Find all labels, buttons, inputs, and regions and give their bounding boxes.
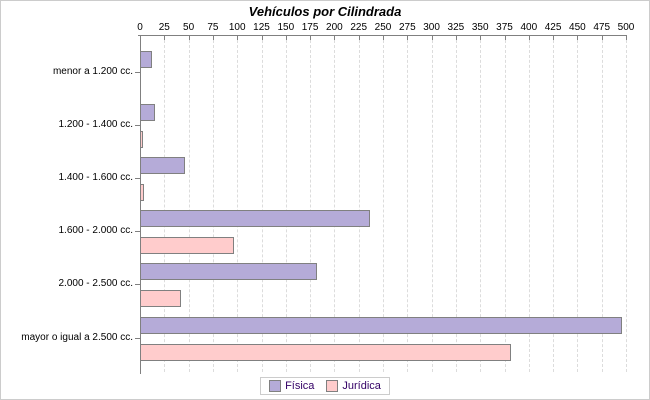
y-axis-tick (135, 337, 140, 339)
gridline (626, 35, 627, 372)
x-axis-line (138, 35, 626, 36)
bar-jurídica (140, 184, 144, 201)
y-axis-tick (135, 124, 140, 126)
gridline (553, 35, 555, 372)
gridline (577, 35, 579, 372)
category-label: menor a 1.200 cc. (52, 65, 133, 77)
x-axis-tick-label: 25 (158, 22, 170, 33)
x-axis-tick-label: 250 (374, 22, 392, 33)
gridline (285, 35, 287, 372)
x-axis-tick (553, 35, 555, 40)
x-axis-tick (626, 35, 627, 40)
bar-física (140, 316, 623, 334)
x-axis-tick-label: 150 (277, 22, 295, 33)
category-label: 2.000 - 2.500 cc. (58, 278, 134, 290)
x-axis-tick-label: 175 (301, 22, 319, 33)
gridline (480, 35, 482, 372)
bar-jurídica (140, 130, 143, 148)
bar-jurídica (140, 343, 512, 361)
x-axis-tick (431, 35, 433, 40)
x-axis-tick (480, 35, 482, 40)
gridline (528, 35, 530, 372)
x-axis-tick (358, 35, 360, 40)
x-axis-tick-label: 100 (228, 22, 246, 33)
x-axis-tick-label: 50 (183, 22, 195, 33)
x-axis-tick (383, 35, 384, 40)
bar-jurídica (140, 237, 235, 255)
y-axis-tick (135, 178, 140, 179)
bar-física (140, 103, 155, 121)
x-axis-tick-label: 125 (253, 22, 270, 33)
gridline (310, 35, 312, 372)
x-axis-tick (504, 35, 506, 40)
chart-title: Vehículos por Cilindrada (248, 4, 402, 19)
gridline (455, 35, 457, 372)
x-axis-tick-label: 475 (593, 22, 611, 33)
x-axis-tick-label: 200 (326, 22, 343, 33)
x-axis-tick (212, 35, 214, 40)
gridline (431, 35, 433, 372)
x-axis-tick-label: 450 (569, 22, 586, 33)
legend-label-juridica: Jurídica (342, 380, 381, 392)
x-axis-tick (237, 35, 239, 40)
x-axis-tick-label: 425 (544, 22, 562, 33)
category-label: 1.400 - 1.600 cc. (58, 172, 134, 183)
juridica-swatch (326, 380, 339, 392)
x-axis-tick (334, 35, 336, 40)
x-axis-tick-label: 0 (137, 22, 143, 33)
x-axis-tick-label: 400 (520, 22, 538, 33)
bar-física (140, 157, 185, 174)
x-axis-tick-label: 300 (423, 22, 440, 33)
legend-item-fisica: Física (269, 380, 314, 392)
x-axis-tick (285, 35, 287, 40)
y-axis-line (140, 35, 141, 374)
bar-física (140, 210, 371, 228)
bar-jurídica (140, 290, 181, 308)
x-axis-tick (455, 35, 457, 40)
x-axis-tick (528, 35, 530, 40)
x-axis-tick-label: 325 (447, 22, 465, 33)
bar-física (140, 263, 317, 281)
bar-física (140, 50, 152, 68)
y-axis-tick (135, 231, 140, 233)
gridline (334, 35, 336, 372)
category-label: 1.600 - 2.000 cc. (58, 225, 134, 237)
gridline (212, 35, 214, 372)
gridline (358, 35, 360, 372)
x-axis-tick-label: 75 (207, 22, 219, 33)
x-axis-tick-label: 225 (350, 22, 368, 33)
category-label: 1.200 - 1.400 cc. (58, 118, 134, 130)
category-label: mayor o igual a 2.500 cc. (21, 331, 133, 343)
x-axis-tick (601, 35, 603, 40)
gridline (237, 35, 239, 372)
x-axis-tick-label: 275 (398, 22, 416, 33)
x-axis-tick (261, 35, 263, 40)
x-axis-tick-label: 500 (617, 22, 635, 33)
x-axis-tick-label: 350 (471, 22, 489, 33)
gridline (601, 35, 603, 372)
gridline (383, 35, 384, 372)
x-axis-tick (188, 35, 190, 40)
legend-label-fisica: Física (285, 380, 315, 392)
x-axis-tick (407, 35, 409, 40)
x-axis-tick (577, 35, 579, 40)
gridline (261, 35, 263, 372)
gridline (407, 35, 409, 372)
y-axis-tick (135, 71, 140, 73)
y-axis-tick (135, 284, 140, 286)
gridline (188, 35, 190, 372)
gridline (164, 35, 166, 372)
gridline (504, 35, 506, 372)
legend: Física Jurídica (260, 377, 390, 395)
fisica-swatch (269, 380, 282, 392)
x-axis-tick-label: 375 (496, 22, 513, 33)
legend-item-juridica: Jurídica (326, 380, 381, 392)
x-axis-tick (310, 35, 312, 40)
x-axis-tick (164, 35, 166, 40)
